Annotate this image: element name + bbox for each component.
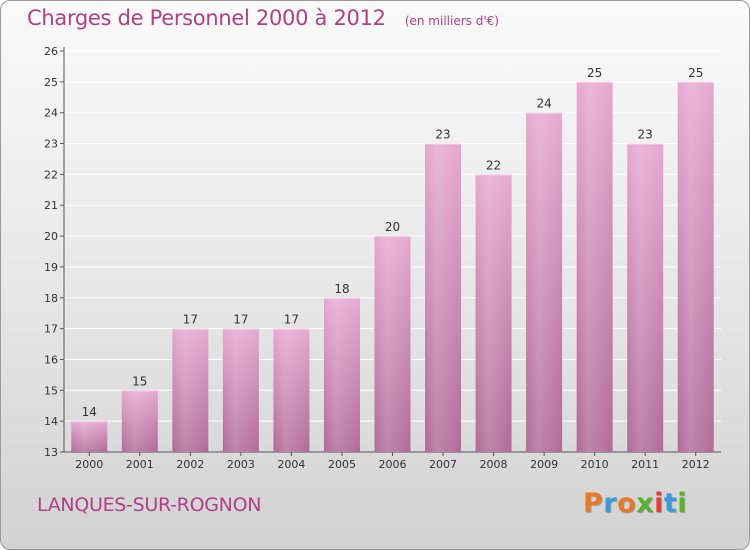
y-tick-label: 24 [44,107,58,120]
bar-shine [323,297,360,452]
axes: 13 14 15 16 17 18 19 20 21 22 23 24 25 26 2000 2001 2002… [44,45,721,471]
bar-shine [475,174,512,452]
logo-letter: r [603,488,618,519]
x-tick-label: 2006 [379,458,407,471]
y-tick-label: 17 [44,323,58,336]
x-tick-label: 2003 [227,458,255,471]
x-tick-label: 2007 [429,458,457,471]
data-label: 23 [435,128,450,142]
bar-shine [526,112,563,452]
logo-letter: t [663,488,678,519]
data-label: 18 [334,282,349,296]
bar-shine [374,236,411,452]
y-tick-label: 16 [44,353,58,366]
y-tick-label: 19 [44,261,58,274]
title-row: Charges de Personnel 2000 à 2012 (en mil… [27,6,499,30]
data-label: 25 [587,66,602,80]
x-tick-label: 2001 [126,458,154,471]
x-tick-label: 2008 [480,458,508,471]
x-tick-label: 2004 [277,458,305,471]
data-label: 17 [183,313,198,327]
logo-letter: o [617,488,637,519]
y-tick-label: 21 [44,199,58,212]
bars [71,81,714,453]
data-label: 23 [638,128,653,142]
logo-letter: i [654,488,664,519]
x-tick-label: 2002 [176,458,204,471]
y-tick-label: 15 [44,384,58,397]
commune-name: LANQUES-SUR-ROGNON [37,494,262,516]
bar-shine [677,81,714,452]
chart-unit: (en milliers d'€) [404,14,499,28]
data-label: 17 [284,313,299,327]
y-tick-label: 14 [44,415,58,428]
logo-letter: i [677,488,688,519]
y-tick-label: 25 [44,76,58,89]
y-tick-label: 23 [44,138,58,151]
y-tick-label: 13 [44,446,58,459]
chart-title: Charges de Personnel 2000 à 2012 [27,6,386,30]
bar-shine [121,390,158,452]
data-label: 25 [688,66,703,80]
data-label: 20 [385,220,400,234]
x-tick-label: 2010 [581,458,609,471]
proxiti-logo[interactable]: Proxiti [583,488,687,519]
data-label: 14 [82,405,97,419]
y-tick-label: 20 [44,230,58,243]
bar-shine [71,421,108,452]
bar-shine [222,328,259,452]
y-tick-label: 18 [44,292,58,305]
x-tick-label: 2000 [75,458,103,471]
bar-shine [425,143,462,453]
bar-shine [576,81,613,452]
data-label: 15 [132,374,147,388]
y-tick-label: 22 [44,168,58,181]
y-tick-label: 26 [44,45,58,58]
x-tick-label: 2011 [631,458,659,471]
logo-letter: x [636,488,655,519]
data-label: 24 [536,97,551,111]
logo-letter: P [583,488,604,519]
data-labels: 14 15 17 17 17 18 20 23 22 24 25 23 25 [82,66,704,419]
bar-shine [273,328,310,452]
bar-shine [627,143,664,453]
x-tick-label: 2012 [682,458,710,471]
x-tick-label: 2009 [530,458,558,471]
data-label: 17 [233,313,248,327]
bar-shine [172,328,209,452]
data-label: 22 [486,158,501,172]
x-tick-label: 2005 [328,458,356,471]
